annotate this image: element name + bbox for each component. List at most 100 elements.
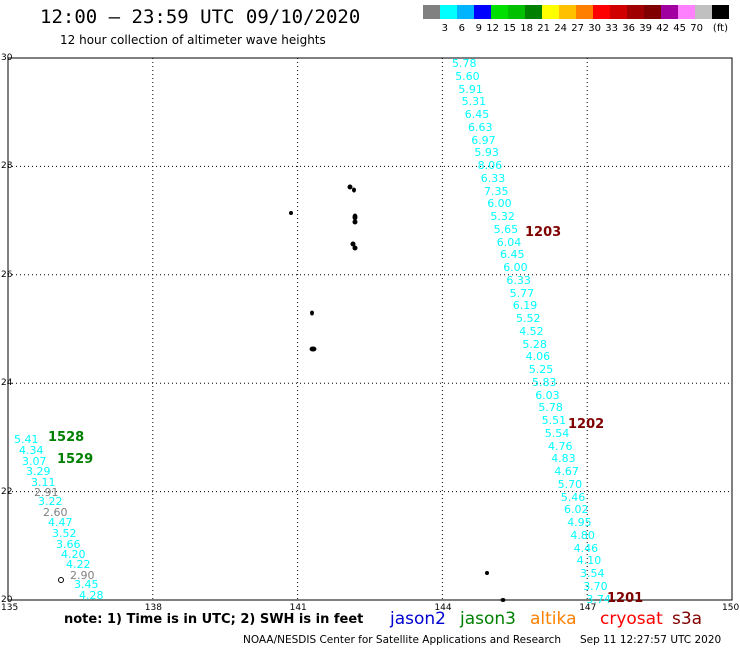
lon-tick-label: 144 [434,603,452,613]
swh-reading: 5.41 [14,433,39,446]
island-shape [485,571,489,575]
island-shape [347,184,353,190]
swh-reading: 5.52 [516,312,541,325]
colorbar-swatch [644,5,661,19]
swh-reading: 5.46 [560,490,586,504]
colorbar-swatch [576,5,593,19]
swh-reading: 4.10 [576,554,602,568]
colorbar-label: 45 [673,23,686,34]
swh-reading: 4.67 [554,465,579,478]
colorbar-swatch [423,5,440,19]
colorbar-swatch [508,5,525,19]
island-shape [309,346,317,352]
swh-reading: 3.66 [56,538,81,551]
swh-reading: 6.00 [487,197,512,211]
island-shape [58,577,64,583]
pass-time-label: 1203 [525,225,562,240]
colorbar-label: 39 [639,23,652,34]
swh-reading: 3.54 [580,567,605,580]
swh-reading: 3.70 [583,579,608,593]
swh-reading: 6.19 [512,299,538,313]
colorbar-label: 6 [458,23,465,34]
colorbar-label: 15 [503,23,516,34]
swh-reading: 3.07 [22,455,47,468]
colorbar-swatch [542,5,559,19]
lon-tick-label: 135 [1,603,19,613]
swh-reading: 6.45 [464,108,490,121]
colorbar-label: 18 [520,23,533,34]
lon-tick-label: 141 [289,603,307,613]
colorbar-label: 42 [656,23,669,34]
swh-reading: 6.33 [506,273,531,287]
swh-reading: 4.95 [567,516,592,529]
colorbar-label: 33 [605,23,618,34]
swh-reading: 2.90 [70,569,95,582]
swh-reading: 2.60 [43,506,68,519]
swh-reading: 6.45 [500,248,525,262]
legend-jason3: jason3 [460,609,516,629]
swh-reading: 3.29 [26,465,51,478]
swh-reading: 5.32 [490,210,515,223]
colorbar-swatch [525,5,542,19]
island-shape [350,241,356,247]
colorbar-label: 3 [441,23,448,34]
swh-reading: 5.91 [458,82,483,96]
map-title: 12:00 – 23:59 UTC 09/10/2020 [40,6,361,28]
swh-reading: 3.22 [38,495,63,508]
swh-reading: 5.70 [557,477,583,491]
swh-reading: 4.46 [573,541,599,555]
swh-reading: 4.76 [548,439,573,453]
colorbar-swatch [627,5,644,19]
colorbar-swatch [610,5,627,19]
colorbar-swatch [661,5,678,19]
swh-reading: 6.04 [496,235,522,249]
swh-reading: 4.28 [79,589,104,602]
swh-reading: 7.35 [484,184,509,198]
swh-reading: 3.52 [52,527,77,540]
swh-reading: 5.54 [544,426,570,440]
swh-reading: 4.22 [66,558,91,571]
island-shape [352,213,358,221]
map-frame [7,57,733,601]
swh-reading: 5.51 [541,414,567,427]
swh-reading: 6.97 [471,133,496,147]
colorbar-swatch [491,5,508,19]
swh-reading: 5.78 [452,57,477,70]
swh-reading: 5.25 [528,363,554,376]
colorbar-label: 9 [475,23,482,34]
colorbar-swatch [593,5,610,19]
island-shape [352,219,358,225]
swh-reading: 5.65 [493,222,519,236]
swh-reading: 5.28 [522,337,547,351]
island-shape [352,245,358,251]
swh-reading: 5.60 [455,69,480,83]
swh-reading: 6.00 [503,261,528,274]
swh-reading: 5.78 [538,401,563,415]
swh-reading: 4.34 [19,444,44,457]
pass-time-label: 1202 [568,417,605,432]
lat-tick-label: 26 [1,269,13,280]
credit-line: NOAA/NESDIS Center for Satellite Applica… [243,634,561,646]
pass-time-label: 1201 [607,591,644,606]
swh-reading: 4.52 [519,324,544,338]
swh-reading: 5.31 [461,95,487,109]
lon-tick-label: 138 [144,603,162,613]
colorbar-label: 30 [588,23,601,34]
colorbar-label: 27 [571,23,584,34]
island-shape [310,310,314,316]
swh-reading: 4.06 [525,350,551,364]
lat-tick-label: 24 [1,378,13,389]
swh-reading: 5.83 [532,375,557,389]
lon-tick-label: 147 [579,603,597,613]
lat-tick-label: 28 [1,161,13,172]
swh-reading: 2.91 [34,486,59,499]
legend-jason2: jason2 [390,609,446,629]
swh-reading: 4.80 [570,528,595,542]
units-note: note: 1) Time is in UTC; 2) SWH is in fe… [64,612,364,627]
generated-timestamp: Sep 11 12:27:57 UTC 2020 [580,634,722,646]
island-shape [289,211,293,215]
swh-reading: 3.74 [586,592,611,606]
swh-reading: 6.63 [468,120,493,134]
colorbar-label: 21 [537,23,550,34]
colorbar-label: 24 [554,23,567,34]
